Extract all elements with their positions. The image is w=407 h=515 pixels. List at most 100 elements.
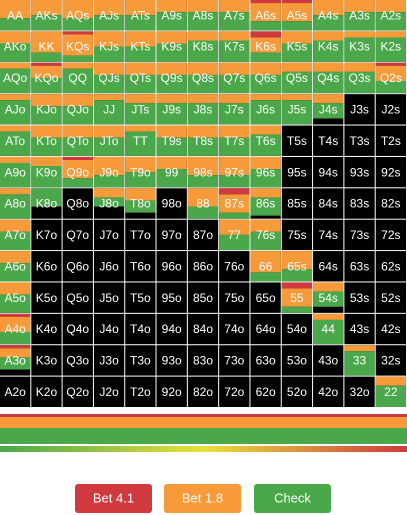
hand-cell[interactable]: 82o bbox=[187, 376, 219, 407]
hand-cell[interactable]: KJs bbox=[93, 31, 125, 62]
hand-cell[interactable]: 66 bbox=[250, 251, 281, 282]
hand-cell[interactable]: 32o bbox=[344, 376, 375, 407]
hand-cell[interactable]: K6o bbox=[31, 251, 62, 282]
hand-cell[interactable]: T2s bbox=[375, 125, 406, 156]
hand-cell[interactable]: JJ bbox=[93, 94, 125, 125]
hand-cell[interactable]: 74s bbox=[313, 219, 344, 251]
hand-cell[interactable]: K2o bbox=[31, 376, 62, 407]
hand-cell[interactable]: T7s bbox=[219, 125, 250, 156]
hand-cell[interactable]: A3o bbox=[0, 345, 31, 376]
hand-cell[interactable]: A8s bbox=[187, 0, 219, 31]
hand-cell[interactable]: Q9s bbox=[156, 62, 187, 94]
hand-cell[interactable]: K8s bbox=[187, 31, 219, 62]
hand-cell[interactable]: 99 bbox=[156, 156, 187, 188]
hand-cell[interactable]: 62s bbox=[375, 251, 406, 282]
hand-cell[interactable]: J2s bbox=[375, 94, 406, 125]
hand-cell[interactable]: AKs bbox=[31, 0, 62, 31]
hand-cell[interactable]: 22 bbox=[375, 376, 406, 407]
hand-cell[interactable]: J4o bbox=[93, 313, 125, 345]
hand-cell[interactable]: A6s bbox=[250, 0, 281, 31]
hand-cell[interactable]: T2o bbox=[125, 376, 156, 407]
hand-cell[interactable]: AJs bbox=[93, 0, 125, 31]
hand-cell[interactable]: 93o bbox=[156, 345, 187, 376]
hand-cell[interactable]: KTs bbox=[125, 31, 156, 62]
hand-cell[interactable]: 62o bbox=[250, 376, 281, 407]
hand-cell[interactable]: J8o bbox=[93, 188, 125, 219]
hand-cell[interactable]: 72s bbox=[375, 219, 406, 251]
action-button[interactable]: Bet 4.1 bbox=[75, 484, 152, 513]
hand-cell[interactable]: J9s bbox=[156, 94, 187, 125]
hand-cell[interactable]: KJo bbox=[31, 94, 62, 125]
hand-cell[interactable]: 75s bbox=[281, 219, 313, 251]
hand-cell[interactable]: T5o bbox=[125, 282, 156, 313]
hand-cell[interactable]: 92o bbox=[156, 376, 187, 407]
hand-cell[interactable]: 74o bbox=[219, 313, 250, 345]
hand-cell[interactable]: A9s bbox=[156, 0, 187, 31]
hand-cell[interactable]: A8o bbox=[0, 188, 31, 219]
hand-cell[interactable]: Q8o bbox=[62, 188, 93, 219]
hand-cell[interactable]: K6s bbox=[250, 31, 281, 62]
hand-cell[interactable]: Q5s bbox=[281, 62, 313, 94]
hand-cell[interactable]: 92s bbox=[375, 156, 406, 188]
hand-cell[interactable]: K9s bbox=[156, 31, 187, 62]
hand-cell[interactable]: A9o bbox=[0, 156, 31, 188]
hand-cell[interactable]: K8o bbox=[31, 188, 62, 219]
hand-cell[interactable]: 76o bbox=[219, 251, 250, 282]
hand-cell[interactable]: K3s bbox=[344, 31, 375, 62]
hand-cell[interactable]: 72o bbox=[219, 376, 250, 407]
hand-cell[interactable]: 42o bbox=[313, 376, 344, 407]
hand-cell[interactable]: 55 bbox=[281, 282, 313, 313]
hand-cell[interactable]: T4s bbox=[313, 125, 344, 156]
hand-cell[interactable]: 84s bbox=[313, 188, 344, 219]
hand-cell[interactable]: 32s bbox=[375, 345, 406, 376]
hand-cell[interactable]: K9o bbox=[31, 156, 62, 188]
hand-cell[interactable]: AQs bbox=[62, 0, 93, 31]
hand-cell[interactable]: J3o bbox=[93, 345, 125, 376]
hand-cell[interactable]: T9s bbox=[156, 125, 187, 156]
hand-cell[interactable]: K5s bbox=[281, 31, 313, 62]
hand-cell[interactable]: KK bbox=[31, 31, 62, 62]
hand-cell[interactable]: K2s bbox=[375, 31, 406, 62]
hand-cell[interactable]: K4o bbox=[31, 313, 62, 345]
hand-cell[interactable]: J5o bbox=[93, 282, 125, 313]
hand-cell[interactable]: Q7s bbox=[219, 62, 250, 94]
hand-cell[interactable]: J2o bbox=[93, 376, 125, 407]
hand-cell[interactable]: 83o bbox=[187, 345, 219, 376]
hand-cell[interactable]: 65o bbox=[250, 282, 281, 313]
hand-cell[interactable]: 75o bbox=[219, 282, 250, 313]
hand-cell[interactable]: JTs bbox=[125, 94, 156, 125]
hand-cell[interactable]: Q2s bbox=[375, 62, 406, 94]
hand-cell[interactable]: 95s bbox=[281, 156, 313, 188]
hand-cell[interactable]: 97o bbox=[156, 219, 187, 251]
hand-cell[interactable]: T3o bbox=[125, 345, 156, 376]
hand-cell[interactable]: 95o bbox=[156, 282, 187, 313]
hand-cell[interactable]: Q6s bbox=[250, 62, 281, 94]
hand-cell[interactable]: 83s bbox=[344, 188, 375, 219]
hand-cell[interactable]: 98s bbox=[187, 156, 219, 188]
hand-cell[interactable]: 94o bbox=[156, 313, 187, 345]
hand-cell[interactable]: 53s bbox=[344, 282, 375, 313]
hand-cell[interactable]: Q4o bbox=[62, 313, 93, 345]
hand-cell[interactable]: T8o bbox=[125, 188, 156, 219]
hand-cell[interactable]: 64s bbox=[313, 251, 344, 282]
hand-cell[interactable]: 42s bbox=[375, 313, 406, 345]
hand-cell[interactable]: 54o bbox=[281, 313, 313, 345]
hand-cell[interactable]: 73s bbox=[344, 219, 375, 251]
hand-cell[interactable]: 52o bbox=[281, 376, 313, 407]
hand-cell[interactable]: 87s bbox=[219, 188, 250, 219]
hand-cell[interactable]: K7o bbox=[31, 219, 62, 251]
hand-cell[interactable]: J6s bbox=[250, 94, 281, 125]
hand-cell[interactable]: Q3o bbox=[62, 345, 93, 376]
hand-cell[interactable]: Q6o bbox=[62, 251, 93, 282]
hand-cell[interactable]: 33 bbox=[344, 345, 375, 376]
hand-cell[interactable]: Q3s bbox=[344, 62, 375, 94]
hand-cell[interactable]: 85s bbox=[281, 188, 313, 219]
hand-cell[interactable]: T3s bbox=[344, 125, 375, 156]
hand-cell[interactable]: TT bbox=[125, 125, 156, 156]
hand-cell[interactable]: 63s bbox=[344, 251, 375, 282]
hand-cell[interactable]: 93s bbox=[344, 156, 375, 188]
hand-cell[interactable]: K3o bbox=[31, 345, 62, 376]
hand-cell[interactable]: KTo bbox=[31, 125, 62, 156]
hand-cell[interactable]: Q5o bbox=[62, 282, 93, 313]
hand-cell[interactable]: 86o bbox=[187, 251, 219, 282]
